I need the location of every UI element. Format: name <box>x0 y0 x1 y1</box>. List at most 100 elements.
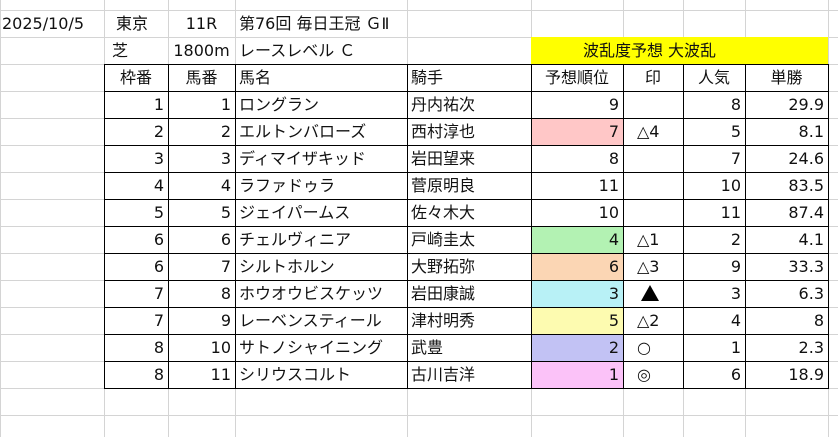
waku-cell[interactable]: 8 <box>153 365 164 384</box>
waku-cell[interactable]: 6 <box>153 257 164 276</box>
jockey-cell[interactable]: 津村明秀 <box>411 311 476 330</box>
popularity-cell[interactable]: 10 <box>720 176 741 195</box>
umaban-cell[interactable]: 3 <box>220 149 231 168</box>
horse-name-cell[interactable]: チェルヴィニア <box>239 230 352 249</box>
umaban-cell[interactable]: 8 <box>220 284 231 303</box>
mark-cell[interactable]: ▲ <box>623 280 683 307</box>
race-name[interactable]: 第76回 毎日王冠 ＧⅡ <box>239 14 390 33</box>
waku-cell[interactable]: 7 <box>153 311 164 330</box>
popularity-cell[interactable]: 9 <box>730 257 741 276</box>
header-jockey[interactable]: 騎手 <box>411 68 444 87</box>
race-level[interactable]: レースレベル Ｃ <box>239 41 356 60</box>
race-distance[interactable]: 1800m <box>173 41 230 60</box>
jockey-cell[interactable]: 菅原明良 <box>411 176 476 195</box>
header-mark[interactable]: 印 <box>644 68 661 87</box>
race-venue[interactable]: 東京 <box>116 14 149 33</box>
rank-cell[interactable]: 3 <box>531 280 623 307</box>
popularity-cell[interactable]: 3 <box>730 284 741 303</box>
mark-cell[interactable] <box>623 172 683 199</box>
popularity-cell[interactable]: 11 <box>720 203 741 222</box>
jockey-cell[interactable]: 岩田康誠 <box>411 284 476 303</box>
waku-cell[interactable]: 2 <box>153 122 164 141</box>
odds-cell[interactable]: 87.4 <box>788 203 824 222</box>
odds-cell[interactable]: 8 <box>813 311 824 330</box>
popularity-cell[interactable]: 6 <box>730 365 741 384</box>
header-popularity[interactable]: 人気 <box>697 68 730 87</box>
race-number[interactable]: 11R <box>185 14 218 33</box>
rank-cell[interactable]: 5 <box>531 307 623 334</box>
waku-cell[interactable]: 4 <box>153 176 164 195</box>
rank-cell[interactable]: 9 <box>608 95 619 114</box>
horse-name-cell[interactable]: ジェイパームス <box>239 203 351 222</box>
rank-cell[interactable]: 6 <box>531 253 623 280</box>
odds-cell[interactable]: 83.5 <box>788 176 824 195</box>
popularity-cell[interactable]: 7 <box>730 149 741 168</box>
popularity-cell[interactable]: 1 <box>730 338 741 357</box>
umaban-cell[interactable]: 2 <box>220 122 231 141</box>
header-umaban[interactable]: 馬番 <box>185 68 218 87</box>
popularity-cell[interactable]: 5 <box>730 122 741 141</box>
jockey-cell[interactable]: 戸崎圭太 <box>411 230 476 249</box>
umaban-cell[interactable]: 1 <box>220 95 231 114</box>
horse-name-cell[interactable]: サトノシャイニング <box>239 338 384 357</box>
rank-cell[interactable]: 11 <box>598 176 619 195</box>
jockey-cell[interactable]: 武豊 <box>411 338 444 357</box>
rank-cell[interactable]: 1 <box>531 361 623 388</box>
horse-name-cell[interactable]: ロングラン <box>239 95 320 114</box>
jockey-cell[interactable]: 岩田望来 <box>411 149 476 168</box>
waku-cell[interactable]: 3 <box>153 149 164 168</box>
rank-cell[interactable]: 7 <box>531 118 623 145</box>
race-forecast[interactable]: 波乱度予想 大波乱 <box>582 41 717 60</box>
mark-cell[interactable] <box>623 145 683 172</box>
horse-name-cell[interactable]: シルトホルン <box>239 257 335 276</box>
rank-cell[interactable]: 10 <box>598 203 619 222</box>
horse-name-cell[interactable]: ディマイザキッド <box>239 149 366 168</box>
mark-cell[interactable]: △3 <box>637 257 660 276</box>
jockey-cell[interactable]: 西村淳也 <box>411 122 476 141</box>
popularity-cell[interactable]: 8 <box>730 95 741 114</box>
jockey-cell[interactable]: 大野拓弥 <box>411 257 476 276</box>
odds-cell[interactable]: 18.9 <box>788 365 824 384</box>
horse-name-cell[interactable]: ホウオウビスケッツ <box>239 284 384 303</box>
odds-cell[interactable]: 8.1 <box>798 122 824 141</box>
jockey-cell[interactable]: 佐々木大 <box>411 203 476 222</box>
odds-cell[interactable]: 2.3 <box>798 338 824 357</box>
odds-cell[interactable]: 24.6 <box>788 149 824 168</box>
mark-cell[interactable]: △4 <box>637 122 660 141</box>
popularity-cell[interactable]: 4 <box>730 311 741 330</box>
waku-cell[interactable]: 7 <box>153 284 164 303</box>
jockey-cell[interactable]: 古川吉洋 <box>411 365 476 384</box>
rank-cell[interactable]: 2 <box>531 334 623 361</box>
umaban-cell[interactable]: 10 <box>210 338 231 357</box>
mark-cell[interactable]: △2 <box>637 311 660 330</box>
horse-name-cell[interactable]: レーベンスティール <box>239 311 382 330</box>
rank-cell[interactable]: 8 <box>608 149 619 168</box>
waku-cell[interactable]: 1 <box>153 95 164 114</box>
mark-cell[interactable]: ◎ <box>637 365 651 384</box>
horse-name-cell[interactable]: エルトンバローズ <box>239 122 367 141</box>
horse-name-cell[interactable]: ラファドゥラ <box>239 176 336 195</box>
horse-name-cell[interactable]: シリウスコルト <box>239 365 352 384</box>
mark-cell[interactable]: △1 <box>637 230 660 249</box>
popularity-cell[interactable]: 2 <box>730 230 741 249</box>
header-rank[interactable]: 予想順位 <box>544 68 609 87</box>
waku-cell[interactable]: 6 <box>153 230 164 249</box>
waku-cell[interactable]: 5 <box>153 203 164 222</box>
header-odds[interactable]: 単勝 <box>770 68 803 87</box>
mark-cell[interactable]: ○ <box>637 338 651 357</box>
odds-cell[interactable]: 29.9 <box>788 95 824 114</box>
race-surface[interactable]: 芝 <box>112 41 129 60</box>
umaban-cell[interactable]: 11 <box>210 365 231 384</box>
umaban-cell[interactable]: 5 <box>220 203 231 222</box>
odds-cell[interactable]: 4.1 <box>798 230 824 249</box>
jockey-cell[interactable]: 丹内祐次 <box>411 95 476 114</box>
odds-cell[interactable]: 33.3 <box>788 257 824 276</box>
mark-cell[interactable] <box>623 199 683 226</box>
header-name[interactable]: 馬名 <box>239 68 272 87</box>
odds-cell[interactable]: 6.3 <box>798 284 824 303</box>
umaban-cell[interactable]: 4 <box>220 176 231 195</box>
umaban-cell[interactable]: 7 <box>220 257 231 276</box>
mark-cell[interactable] <box>623 91 683 118</box>
header-waku[interactable]: 枠番 <box>119 68 152 87</box>
umaban-cell[interactable]: 6 <box>220 230 231 249</box>
